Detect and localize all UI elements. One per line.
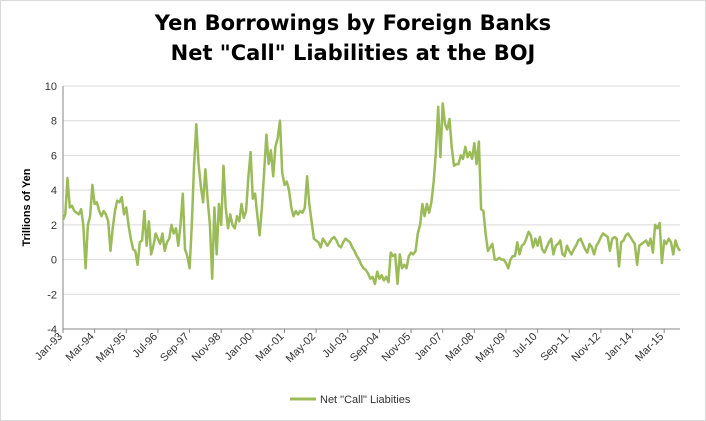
x-tick-label: May-09	[474, 331, 508, 365]
x-tick-label: Jul-10	[510, 331, 540, 361]
x-tick-label: Jan-07	[413, 331, 445, 363]
x-tick-label: Sep-97	[158, 331, 192, 365]
x-tick-label: Sep-11	[538, 331, 571, 364]
x-tick-label: Sep-04	[348, 331, 382, 365]
y-tick-label: 6	[51, 150, 57, 162]
x-tick-label: Mar-01	[253, 331, 286, 364]
y-tick-label: -4	[47, 324, 57, 336]
chart-title: Yen Borrowings by Foreign Banks	[154, 11, 552, 35]
x-tick-label: May-95	[94, 331, 128, 365]
y-axis-label: Trillions of Yen	[21, 168, 33, 246]
y-tick-label: 0	[51, 255, 57, 267]
y-tick-label: 4	[51, 185, 57, 197]
x-tick-label: Mar-08	[443, 331, 476, 364]
x-tick-label: Jul-03	[320, 331, 350, 361]
series-line	[61, 102, 682, 286]
x-tick-label: Mar-15	[633, 331, 666, 364]
y-tick-label: 2	[51, 220, 57, 232]
legend-label: Net "Call" Liabities	[320, 394, 411, 406]
x-tick-label: Nov-98	[190, 331, 224, 365]
x-tick-label: Jan-00	[223, 331, 255, 363]
y-tick-label: 8	[51, 116, 57, 128]
chart-subtitle: Net "Call" Liabilities at the BOJ	[170, 41, 536, 65]
x-tick-label: Nov-12	[569, 331, 603, 365]
x-tick-label: Mar-94	[64, 331, 97, 364]
x-tick-label: Jul-96	[130, 331, 160, 361]
x-tick-label: Jan-14	[602, 331, 634, 363]
y-tick-label: 10	[45, 81, 57, 93]
x-tick-label: Nov-05	[380, 331, 414, 365]
x-tick-label: May-02	[284, 331, 318, 365]
y-tick-label: -2	[47, 289, 57, 301]
